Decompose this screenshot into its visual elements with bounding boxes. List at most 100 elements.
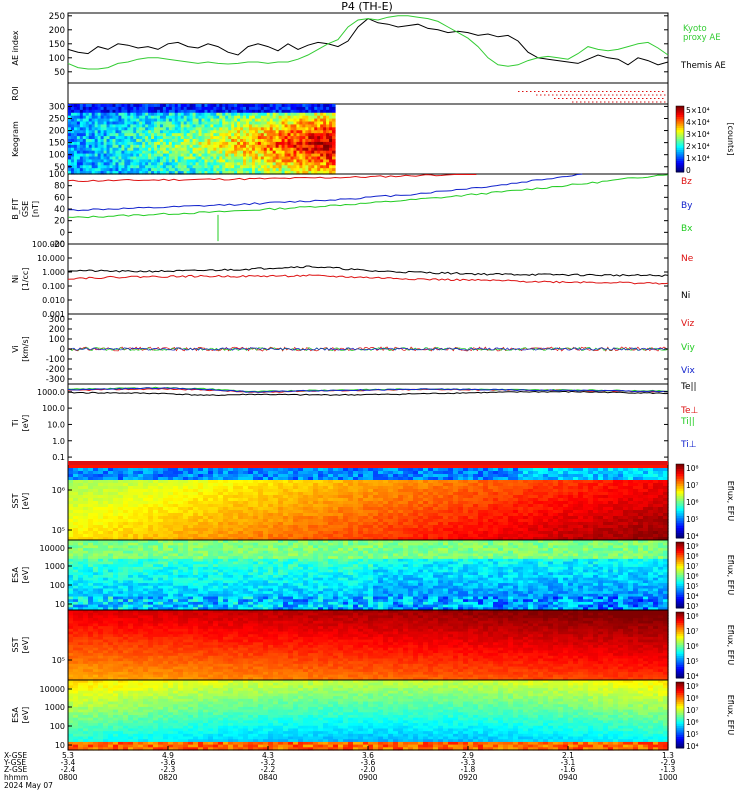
spectrogram-cell (243, 510, 249, 514)
keogram-cell (73, 115, 78, 120)
spectrogram-cell (548, 480, 554, 484)
spectrogram-cell (373, 471, 379, 475)
spectrogram-cell (328, 492, 334, 496)
keogram-cell (243, 136, 247, 140)
spectrogram-cell (293, 477, 299, 481)
spectrogram-cell (523, 513, 529, 517)
roi-dot (632, 101, 634, 103)
keogram-cell (162, 121, 167, 126)
keogram-cell (195, 141, 200, 146)
spectrogram-cell (418, 507, 424, 511)
keogram-cell (133, 136, 137, 140)
keogram-cell (246, 115, 250, 120)
spectrogram-cell (453, 495, 459, 499)
spectrogram-cell (198, 501, 204, 505)
spectrogram-cell (168, 510, 174, 514)
keogram-cell (133, 141, 137, 146)
spectrogram-cell (203, 480, 209, 484)
keogram-cell (100, 147, 105, 152)
spectrogram-cell (253, 534, 259, 538)
keogram-cell (272, 136, 277, 140)
spectrogram-cell (468, 480, 474, 484)
keogram-cell (293, 147, 298, 152)
spectrogram-cell (408, 516, 414, 520)
spectrogram-cell (148, 486, 154, 490)
spectrogram-cell (398, 531, 404, 535)
spectrogram-cell (273, 525, 279, 529)
keogram-cell (73, 106, 78, 111)
spectrogram-cell (113, 507, 119, 511)
keogram-cell (269, 136, 274, 140)
keogram-cell (278, 115, 283, 120)
roi-dot (630, 98, 632, 99)
keogram-cell (332, 112, 336, 117)
spectrogram-cell (548, 510, 554, 514)
spectrogram-cell (233, 486, 239, 490)
keogram-cell (311, 104, 315, 108)
spectrogram-cell (268, 486, 274, 490)
spectrogram-cell (328, 468, 334, 472)
spectrogram-cell (288, 525, 294, 529)
spectrogram-cell (203, 507, 209, 511)
keogram-cell (237, 168, 241, 172)
spectrogram-cell (148, 531, 154, 535)
spectrogram-cell (458, 477, 464, 481)
spectrogram-cell (173, 531, 179, 535)
spectrogram-cell (273, 534, 279, 538)
spectrogram-cell (488, 468, 494, 472)
keogram-cell (91, 162, 96, 166)
keogram-cell (82, 115, 87, 120)
spectrogram-cell (68, 519, 74, 523)
keogram-cell (216, 136, 220, 140)
keogram-cell (157, 141, 161, 146)
keogram-cell (260, 171, 265, 175)
spectrogram-cell (148, 483, 154, 487)
spectrogram-cell (153, 474, 159, 478)
keogram-cell (219, 130, 223, 134)
spectrogram-cell (543, 519, 549, 523)
spectrogram-cell (98, 504, 104, 508)
keogram-cell (329, 159, 333, 163)
spectrogram-cell (463, 465, 469, 469)
keogram-cell (323, 115, 327, 120)
keogram-cell (284, 118, 289, 123)
spectrogram-cell (248, 504, 254, 508)
keogram-cell (263, 121, 268, 126)
keogram-cell (142, 150, 146, 155)
spectrogram-cell (383, 525, 389, 529)
keogram-cell (195, 147, 200, 152)
spectrogram-cell (503, 534, 509, 538)
keogram-cell (272, 121, 277, 126)
keogram-cell (91, 127, 96, 131)
spectrogram-cell (238, 513, 244, 517)
keogram-cell (326, 127, 330, 131)
keogram-cell (103, 153, 108, 158)
keogram-cell (329, 106, 333, 111)
spectrogram-cell (398, 513, 404, 517)
spectrogram-cell (268, 534, 274, 538)
spectrogram-cell (83, 465, 89, 469)
spectrogram-cell (213, 528, 219, 532)
spectrogram-cell (293, 522, 299, 526)
keogram-cell (290, 133, 295, 137)
keogram-cell (234, 130, 238, 134)
spectrogram-cell (68, 507, 74, 511)
keogram-cell (281, 104, 286, 108)
keogram-cell (243, 130, 247, 134)
spectrogram-cell (88, 480, 94, 484)
spectrogram-cell (408, 483, 414, 487)
y-tick-label: 150 (49, 139, 65, 149)
spectrogram-cell (173, 474, 179, 478)
keogram-cell (177, 106, 182, 111)
spectrogram-cell (328, 531, 334, 535)
keogram-cell (237, 156, 241, 161)
spectrogram-cell (398, 501, 404, 505)
spectrogram-cell (243, 474, 249, 478)
spectrogram-cell (263, 534, 269, 538)
keogram-cell (115, 171, 120, 175)
keogram-cell (251, 109, 256, 114)
keogram-cell (254, 106, 259, 111)
keogram-cell (109, 153, 114, 158)
spectrogram-cell (123, 516, 129, 520)
keogram-cell (157, 147, 161, 152)
